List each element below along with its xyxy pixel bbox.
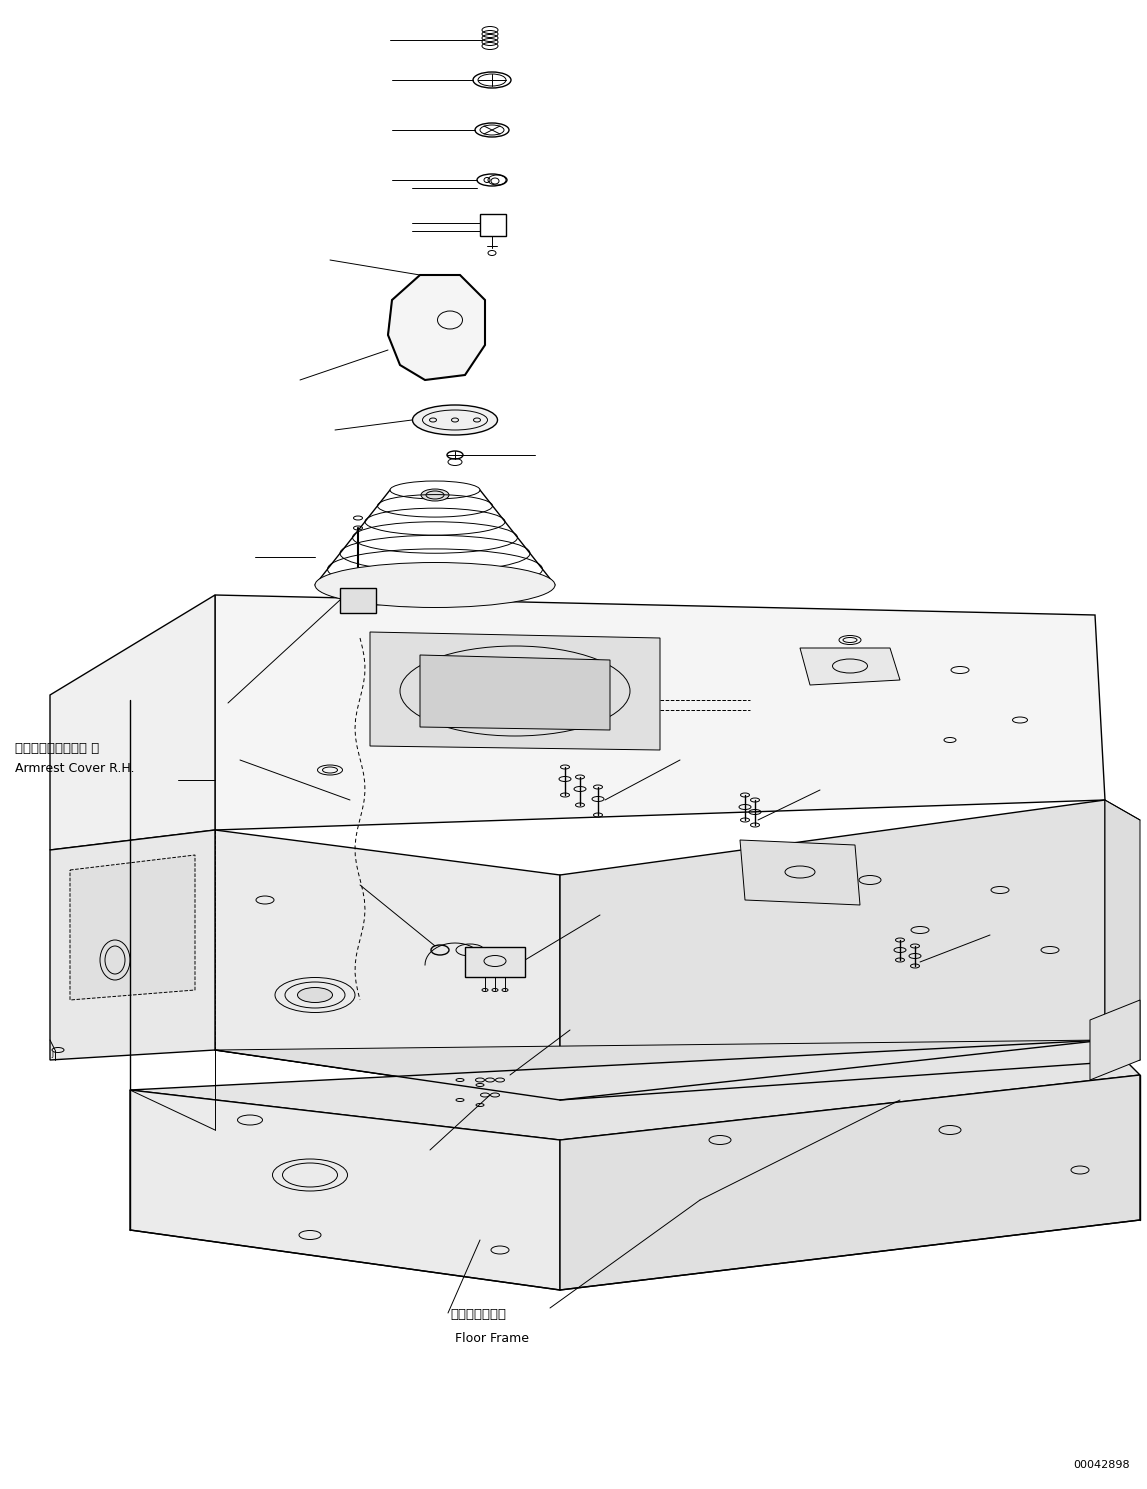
Polygon shape xyxy=(1105,800,1140,1060)
Ellipse shape xyxy=(315,563,555,608)
Polygon shape xyxy=(560,1075,1140,1289)
Text: フロアフレーム: フロアフレーム xyxy=(450,1309,506,1322)
Ellipse shape xyxy=(421,488,448,500)
Text: Floor Frame: Floor Frame xyxy=(455,1331,529,1345)
Polygon shape xyxy=(214,829,560,1100)
Ellipse shape xyxy=(297,987,333,1002)
Polygon shape xyxy=(799,648,900,685)
Polygon shape xyxy=(388,275,485,380)
Polygon shape xyxy=(340,588,376,613)
Ellipse shape xyxy=(413,405,498,435)
Polygon shape xyxy=(214,1039,1140,1100)
Polygon shape xyxy=(130,1090,560,1289)
Polygon shape xyxy=(50,829,214,1060)
Polygon shape xyxy=(50,596,214,850)
Polygon shape xyxy=(370,631,660,750)
Polygon shape xyxy=(214,596,1105,829)
Polygon shape xyxy=(420,655,610,730)
Polygon shape xyxy=(560,800,1105,1100)
Polygon shape xyxy=(70,855,195,1001)
Polygon shape xyxy=(130,1039,1140,1141)
Text: 00042898: 00042898 xyxy=(1074,1461,1130,1470)
Text: Armrest Cover R.H.: Armrest Cover R.H. xyxy=(15,761,134,774)
Text: J: J xyxy=(50,1053,53,1059)
Ellipse shape xyxy=(431,946,448,954)
Polygon shape xyxy=(740,840,860,905)
Text: アームレストカバー 右: アームレストカバー 右 xyxy=(15,742,100,755)
Polygon shape xyxy=(1090,1001,1140,1080)
Polygon shape xyxy=(465,947,525,977)
